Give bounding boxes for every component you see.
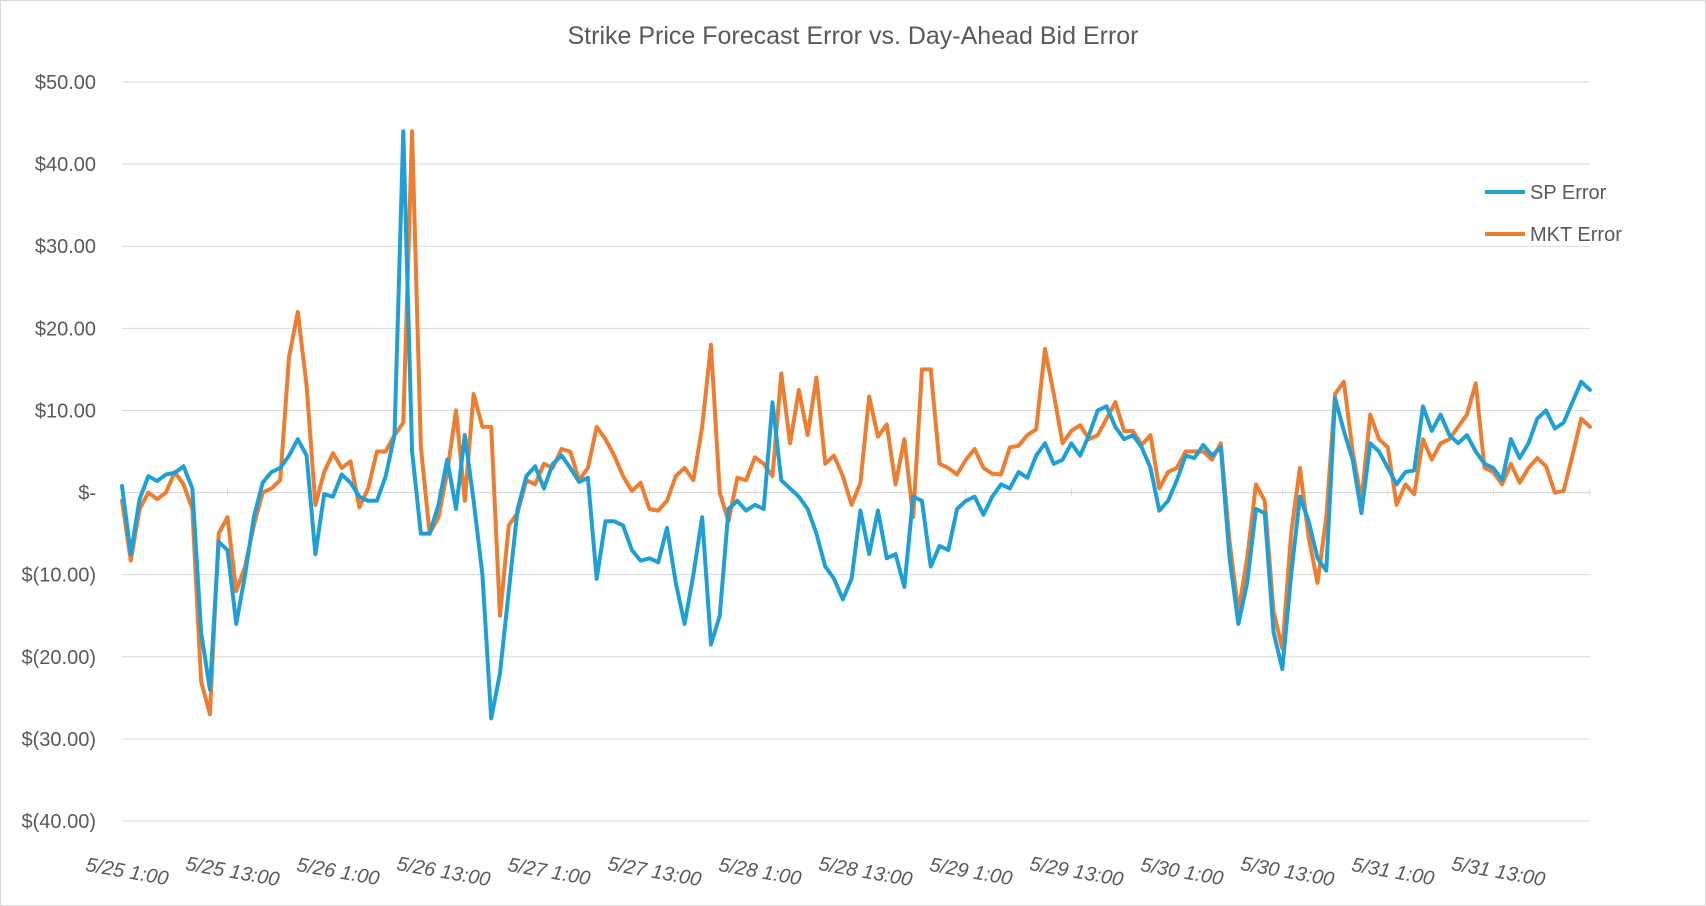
x-tick-label: 5/28 1:00	[717, 854, 803, 890]
y-tick-label: $(40.00)	[22, 811, 97, 833]
y-tick-label: $(10.00)	[22, 565, 97, 587]
y-tick-label: $10.00	[35, 400, 96, 422]
x-tick-label: 5/27 1:00	[506, 854, 592, 890]
x-tick-label: 5/30 1:00	[1139, 854, 1225, 890]
legend-label: SP Error	[1530, 182, 1607, 204]
legend: SP Error MKT Error	[1485, 182, 1622, 246]
x-tick-label: 5/28 13:00	[817, 853, 914, 891]
x-tick-label: 5/29 1:00	[928, 854, 1014, 890]
x-tick-label: 5/26 1:00	[295, 854, 381, 890]
series-line-sp-error	[120, 129, 1592, 721]
series-line-mkt-error	[120, 129, 1592, 717]
x-tick-label: 5/25 1:00	[84, 854, 170, 890]
y-axis-ticks: $50.00 $40.00 $30.00 $20.00 $10.00 $- $(10.00)…	[22, 72, 97, 833]
y-tick-label: $40.00	[35, 154, 96, 176]
x-axis-ticks: 5/25 1:00 5/25 13:00 5/26 1:00 5/26 13:00 5/…	[84, 853, 1547, 891]
series-lines	[120, 129, 1592, 721]
x-tick-label: 5/30 13:00	[1239, 853, 1336, 891]
y-tick-label: $50.00	[35, 72, 96, 94]
x-tick-label: 5/26 13:00	[395, 853, 492, 891]
y-tick-label: $(30.00)	[22, 729, 97, 751]
y-tick-label: $20.00	[35, 318, 96, 340]
chart-title: Strike Price Forecast Error vs. Day-Ahea…	[567, 22, 1139, 50]
x-tick-label: 5/27 13:00	[606, 853, 703, 891]
y-tick-label: $(20.00)	[22, 647, 97, 669]
x-tick-label: 5/31 13:00	[1450, 853, 1547, 891]
legend-label: MKT Error	[1530, 224, 1622, 246]
x-tick-label: 5/25 13:00	[184, 853, 281, 891]
y-tick-label: $30.00	[35, 236, 96, 258]
gridlines	[122, 81, 1590, 822]
y-tick-label: $-	[78, 483, 96, 505]
x-tick-label: 5/29 13:00	[1028, 853, 1125, 891]
x-tick-label: 5/31 1:00	[1350, 854, 1436, 890]
